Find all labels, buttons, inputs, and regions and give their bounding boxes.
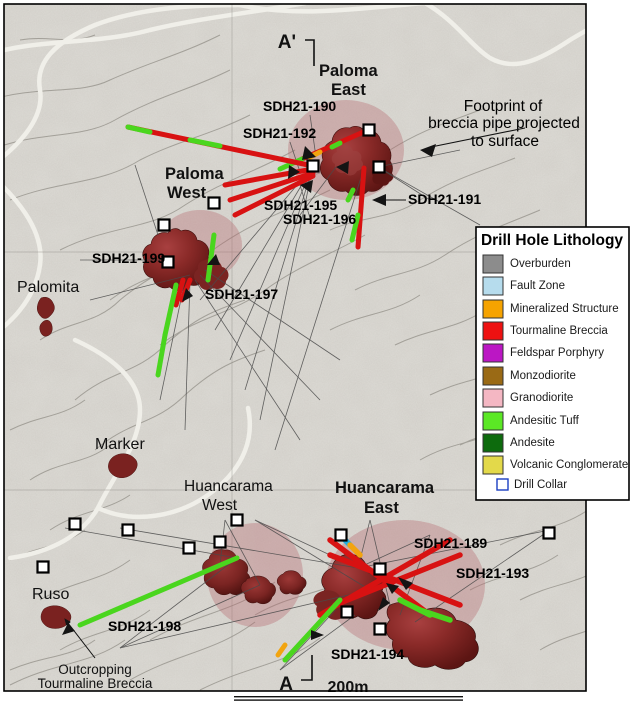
svg-text:Marker: Marker	[95, 436, 145, 453]
svg-text:Monzodiorite: Monzodiorite	[510, 370, 576, 382]
svg-text:SDH21-198: SDH21-198	[108, 618, 181, 634]
svg-text:SDH21-189: SDH21-189	[414, 535, 487, 551]
svg-text:Andesitic Tuff: Andesitic Tuff	[510, 415, 580, 427]
svg-text:Ruso: Ruso	[32, 586, 69, 603]
svg-text:Volcanic Conglomerate: Volcanic Conglomerate	[510, 459, 628, 471]
svg-text:Tourmaline Breccia: Tourmaline Breccia	[38, 676, 153, 691]
svg-text:to surface: to surface	[471, 133, 539, 150]
svg-text:A: A	[279, 674, 293, 695]
svg-text:Paloma: Paloma	[319, 62, 379, 80]
svg-text:Feldspar Porphyry: Feldspar Porphyry	[510, 347, 604, 359]
svg-text:Tourmaline Breccia: Tourmaline Breccia	[510, 325, 608, 337]
svg-text:Palomita: Palomita	[17, 279, 79, 296]
svg-text:SDH21-197: SDH21-197	[205, 286, 278, 302]
svg-text:SDH21-191: SDH21-191	[408, 191, 481, 207]
svg-text:Footprint of: Footprint of	[464, 98, 543, 115]
svg-text:SDH21-193: SDH21-193	[456, 565, 529, 581]
svg-text:Huancarama: Huancarama	[184, 478, 273, 495]
svg-text:A': A'	[278, 32, 296, 53]
svg-text:Paloma: Paloma	[165, 165, 225, 183]
svg-text:Outcropping: Outcropping	[58, 662, 132, 677]
svg-text:breccia pipe projected: breccia pipe projected	[428, 115, 580, 132]
svg-text:SDH21-196: SDH21-196	[283, 211, 356, 227]
svg-text:Andesite: Andesite	[510, 437, 555, 449]
svg-text:Granodiorite: Granodiorite	[510, 392, 573, 404]
svg-text:East: East	[331, 81, 366, 99]
svg-text:Drill Hole Lithology: Drill Hole Lithology	[481, 232, 623, 249]
svg-text:West: West	[202, 497, 238, 514]
svg-text:East: East	[364, 499, 399, 517]
svg-text:Overburden: Overburden	[510, 258, 571, 270]
svg-text:SDH21-194: SDH21-194	[331, 646, 404, 662]
svg-text:SDH21-190: SDH21-190	[263, 98, 336, 114]
svg-text:Fault Zone: Fault Zone	[510, 280, 565, 292]
svg-text:West: West	[167, 184, 207, 202]
svg-text:Drill Collar: Drill Collar	[514, 479, 567, 491]
svg-text:200m: 200m	[328, 679, 369, 696]
svg-text:Mineralized Structure: Mineralized Structure	[510, 303, 619, 315]
svg-text:SDH21-192: SDH21-192	[243, 125, 316, 141]
svg-text:SDH21-199: SDH21-199	[92, 250, 165, 266]
svg-text:Huancarama: Huancarama	[335, 479, 435, 497]
